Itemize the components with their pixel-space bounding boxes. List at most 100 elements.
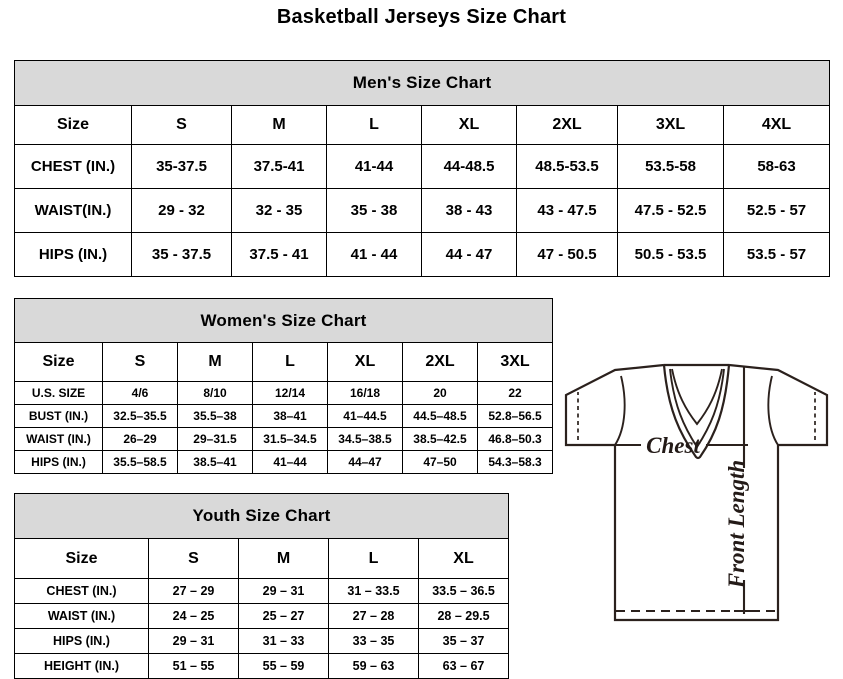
table-row: HEIGHT (IN.) 51 – 55 55 – 59 59 – 63 63 …	[14, 653, 510, 679]
table-row: WAIST (IN.) 26–29 29–31.5 31.5–34.5 34.5…	[14, 427, 554, 451]
mens-chest-4xl: 58-63	[722, 144, 831, 189]
chest-label: Chest	[646, 433, 700, 458]
womens-hips-xl: 44–47	[327, 450, 403, 474]
table-row: HIPS (IN.) 35.5–58.5 38.5–41 41–44 44–47…	[14, 450, 554, 474]
vneck-band-1	[669, 368, 725, 449]
jersey-measurement-diagram: Chest Front Length	[520, 348, 843, 679]
womens-col-header-size: Size	[14, 342, 103, 382]
womens-us-size-m: 8/10	[177, 381, 253, 405]
womens-row-label-hips: HIPS (IN.)	[14, 450, 103, 474]
mens-waist-m: 32 - 35	[231, 188, 327, 233]
left-sleeve-outline	[564, 363, 665, 447]
mens-col-header-4xl: 4XL	[722, 105, 831, 145]
mens-hips-2xl: 47 - 50.5	[516, 232, 618, 277]
womens-chart-banner: Women's Size Chart	[13, 298, 554, 343]
mens-chart-banner: Men's Size Chart	[13, 60, 831, 106]
table-row: CHEST (IN.) 35-37.5 37.5-41 41-44 44-48.…	[14, 144, 831, 189]
table-row: BUST (IN.) 32.5–35.5 35.5–38 38–41 41–44…	[14, 404, 554, 428]
womens-hips-3xl: 54.3–58.3	[476, 450, 554, 474]
youth-row-label-hips: HIPS (IN.)	[14, 628, 149, 654]
table-row: CHEST (IN.) 27 – 29 29 – 31 31 – 33.5 33…	[14, 578, 510, 604]
womens-col-header-xl: XL	[327, 342, 403, 382]
womens-us-size-xl: 16/18	[327, 381, 403, 405]
womens-bust-2xl: 44.5–48.5	[402, 404, 478, 428]
mens-row-label-waist: WAIST(IN.)	[14, 188, 132, 233]
mens-hips-m: 37.5 - 41	[231, 232, 327, 277]
youth-height-l: 59 – 63	[328, 653, 419, 679]
youth-height-s: 51 – 55	[148, 653, 239, 679]
youth-hips-l: 33 – 35	[328, 628, 419, 654]
front-length-label: Front Length	[724, 460, 749, 589]
youth-row-label-chest: CHEST (IN.)	[14, 578, 149, 604]
womens-waist-s: 26–29	[102, 427, 178, 451]
youth-height-m: 55 – 59	[238, 653, 329, 679]
womens-hips-m: 38.5–41	[177, 450, 253, 474]
vneck-outer	[662, 364, 731, 460]
table-row: U.S. SIZE 4/6 8/10 12/14 16/18 20 22	[14, 381, 554, 405]
womens-hips-l: 41–44	[252, 450, 328, 474]
mens-hips-4xl: 53.5 - 57	[722, 232, 831, 277]
youth-banner-row: Youth Size Chart	[13, 493, 510, 539]
mens-hips-l: 41 - 44	[326, 232, 422, 277]
womens-bust-l: 38–41	[252, 404, 328, 428]
table-row: WAIST(IN.) 29 - 32 32 - 35 35 - 38 38 - …	[14, 188, 831, 233]
mens-waist-xl: 38 - 43	[421, 188, 517, 233]
youth-col-header-xl: XL	[417, 538, 510, 579]
right-armhole-curve	[767, 375, 779, 446]
youth-waist-l: 27 – 28	[328, 603, 419, 629]
womens-row-label-bust: BUST (IN.)	[14, 404, 103, 428]
mens-col-header-l: L	[326, 105, 422, 145]
mens-hips-s: 35 - 37.5	[131, 232, 232, 277]
table-row: HIPS (IN.) 35 - 37.5 37.5 - 41 41 - 44 4…	[14, 232, 831, 277]
mens-chest-m: 37.5-41	[231, 144, 327, 189]
youth-chest-s: 27 – 29	[148, 578, 239, 604]
mens-waist-l: 35 - 38	[326, 188, 422, 233]
mens-col-header-m: M	[231, 105, 327, 145]
mens-col-header-s: S	[131, 105, 232, 145]
youth-chest-l: 31 – 33.5	[328, 578, 419, 604]
womens-bust-m: 35.5–38	[177, 404, 253, 428]
womens-us-size-3xl: 22	[476, 381, 554, 405]
mens-chest-s: 35-37.5	[131, 144, 232, 189]
mens-waist-2xl: 43 - 47.5	[516, 188, 618, 233]
mens-chest-2xl: 48.5-53.5	[516, 144, 618, 189]
youth-waist-m: 25 – 27	[238, 603, 329, 629]
mens-col-header-xl: XL	[421, 105, 517, 145]
mens-banner-row: Men's Size Chart	[13, 60, 831, 106]
mens-col-header-2xl: 2XL	[516, 105, 618, 145]
youth-hips-xl: 35 – 37	[417, 628, 510, 654]
mens-waist-4xl: 52.5 - 57	[722, 188, 831, 233]
mens-size-chart-table: Men's Size Chart Size S M L XL 2XL 3XL 4…	[13, 60, 831, 277]
youth-chest-m: 29 – 31	[238, 578, 329, 604]
table-row: WAIST (IN.) 24 – 25 25 – 27 27 – 28 28 –…	[14, 603, 510, 629]
youth-hips-s: 29 – 31	[148, 628, 239, 654]
youth-hips-m: 31 – 33	[238, 628, 329, 654]
womens-hips-s: 35.5–58.5	[102, 450, 178, 474]
womens-bust-s: 32.5–35.5	[102, 404, 178, 428]
mens-header-row: Size S M L XL 2XL 3XL 4XL	[14, 105, 831, 145]
womens-waist-xl: 34.5–38.5	[327, 427, 403, 451]
womens-hips-2xl: 47–50	[402, 450, 478, 474]
youth-row-label-waist: WAIST (IN.)	[14, 603, 149, 629]
youth-col-header-l: L	[328, 538, 419, 579]
youth-waist-xl: 28 – 29.5	[417, 603, 510, 629]
womens-us-size-2xl: 20	[402, 381, 478, 405]
womens-col-header-m: M	[177, 342, 253, 382]
youth-row-label-height: HEIGHT (IN.)	[14, 653, 149, 679]
youth-waist-s: 24 – 25	[148, 603, 239, 629]
womens-header-row: Size S M L XL 2XL 3XL	[14, 342, 554, 382]
youth-header-row: Size S M L XL	[14, 538, 510, 579]
womens-us-size-s: 4/6	[102, 381, 178, 405]
womens-col-header-2xl: 2XL	[402, 342, 478, 382]
youth-chart-banner: Youth Size Chart	[13, 493, 510, 539]
youth-size-chart-table: Youth Size Chart Size S M L XL CHEST (IN…	[13, 493, 510, 679]
womens-us-size-l: 12/14	[252, 381, 328, 405]
mens-chest-3xl: 53.5-58	[617, 144, 724, 189]
youth-height-xl: 63 – 67	[417, 653, 510, 679]
left-armhole-curve	[614, 375, 626, 446]
womens-size-chart-table: Women's Size Chart Size S M L XL 2XL 3XL…	[13, 298, 554, 474]
womens-waist-2xl: 38.5–42.5	[402, 427, 478, 451]
torso-outline	[613, 445, 780, 622]
mens-row-label-chest: CHEST (IN.)	[14, 144, 132, 189]
womens-banner-row: Women's Size Chart	[13, 298, 554, 343]
